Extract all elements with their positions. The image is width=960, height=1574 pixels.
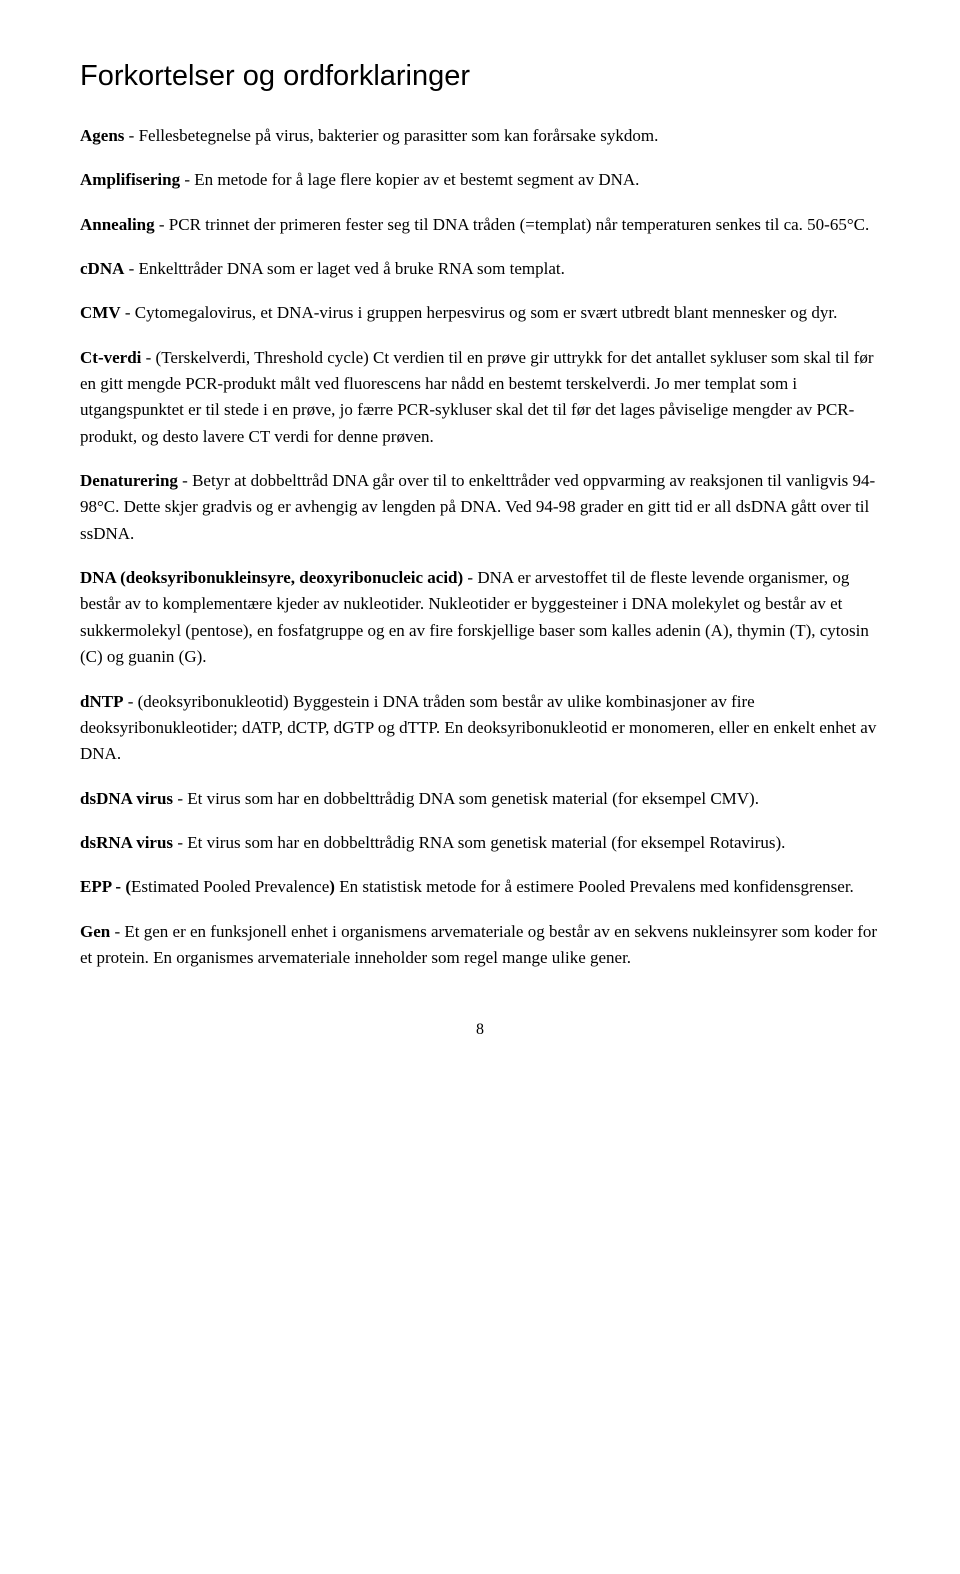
term: dNTP — [80, 692, 123, 711]
definition: - Cytomegalovirus, et DNA-virus i gruppe… — [121, 303, 838, 322]
glossary-entry: DNA (deoksyribonukleinsyre, deoxyribonuc… — [80, 565, 880, 670]
term: Gen — [80, 922, 110, 941]
term: Amplifisering — [80, 170, 180, 189]
term: dsRNA virus — [80, 833, 173, 852]
glossary-entry: CMV - Cytomegalovirus, et DNA-virus i gr… — [80, 300, 880, 326]
definition: - Et gen er en funksjonell enhet i organ… — [80, 922, 877, 967]
page-number: 8 — [80, 1021, 880, 1039]
term: DNA (deoksyribonukleinsyre, deoxyribonuc… — [80, 568, 463, 587]
glossary-entry: Agens - Fellesbetegnelse på virus, bakte… — [80, 123, 880, 149]
glossary-entry: dNTP - (deoksyribonukleotid) Byggestein … — [80, 689, 880, 768]
definition: - Et virus som har en dobbelttrådig RNA … — [173, 833, 785, 852]
term: Ct-verdi — [80, 348, 141, 367]
glossary-entry: Gen - Et gen er en funksjonell enhet i o… — [80, 919, 880, 972]
term: dsDNA virus — [80, 789, 173, 808]
term-prefix: EPP - ( — [80, 877, 131, 896]
definition: - PCR trinnet der primeren fester seg ti… — [155, 215, 870, 234]
term-plain: Estimated Pooled Prevalence — [131, 877, 329, 896]
definition: - Betyr at dobbelttråd DNA går over til … — [80, 471, 875, 543]
term: Annealing — [80, 215, 155, 234]
glossary-entry: EPP - (Estimated Pooled Prevalence) En s… — [80, 874, 880, 900]
term: Denaturering — [80, 471, 178, 490]
glossary-entry: dsRNA virus - Et virus som har en dobbel… — [80, 830, 880, 856]
term: CMV — [80, 303, 121, 322]
definition: En statistisk metode for å estimere Pool… — [335, 877, 854, 896]
definition: - (deoksyribonukleotid) Byggestein i DNA… — [80, 692, 876, 764]
glossary-entry: Ct-verdi - (Terskelverdi, Threshold cycl… — [80, 345, 880, 450]
glossary-entry: Denaturering - Betyr at dobbelttråd DNA … — [80, 468, 880, 547]
definition: - Enkelttråder DNA som er laget ved å br… — [124, 259, 564, 278]
term: Agens — [80, 126, 124, 145]
glossary-entry: Annealing - PCR trinnet der primeren fes… — [80, 212, 880, 238]
definition: - En metode for å lage flere kopier av e… — [180, 170, 639, 189]
glossary-entry: Amplifisering - En metode for å lage fle… — [80, 167, 880, 193]
page-title: Forkortelser og ordforklaringer — [80, 60, 880, 93]
glossary-entry: cDNA - Enkelttråder DNA som er laget ved… — [80, 256, 880, 282]
term: cDNA — [80, 259, 124, 278]
definition: - Fellesbetegnelse på virus, bakterier o… — [124, 126, 658, 145]
glossary-entry: dsDNA virus - Et virus som har en dobbel… — [80, 786, 880, 812]
definition: - Et virus som har en dobbelttrådig DNA … — [173, 789, 759, 808]
definition: - (Terskelverdi, Threshold cycle) Ct ver… — [80, 348, 874, 446]
